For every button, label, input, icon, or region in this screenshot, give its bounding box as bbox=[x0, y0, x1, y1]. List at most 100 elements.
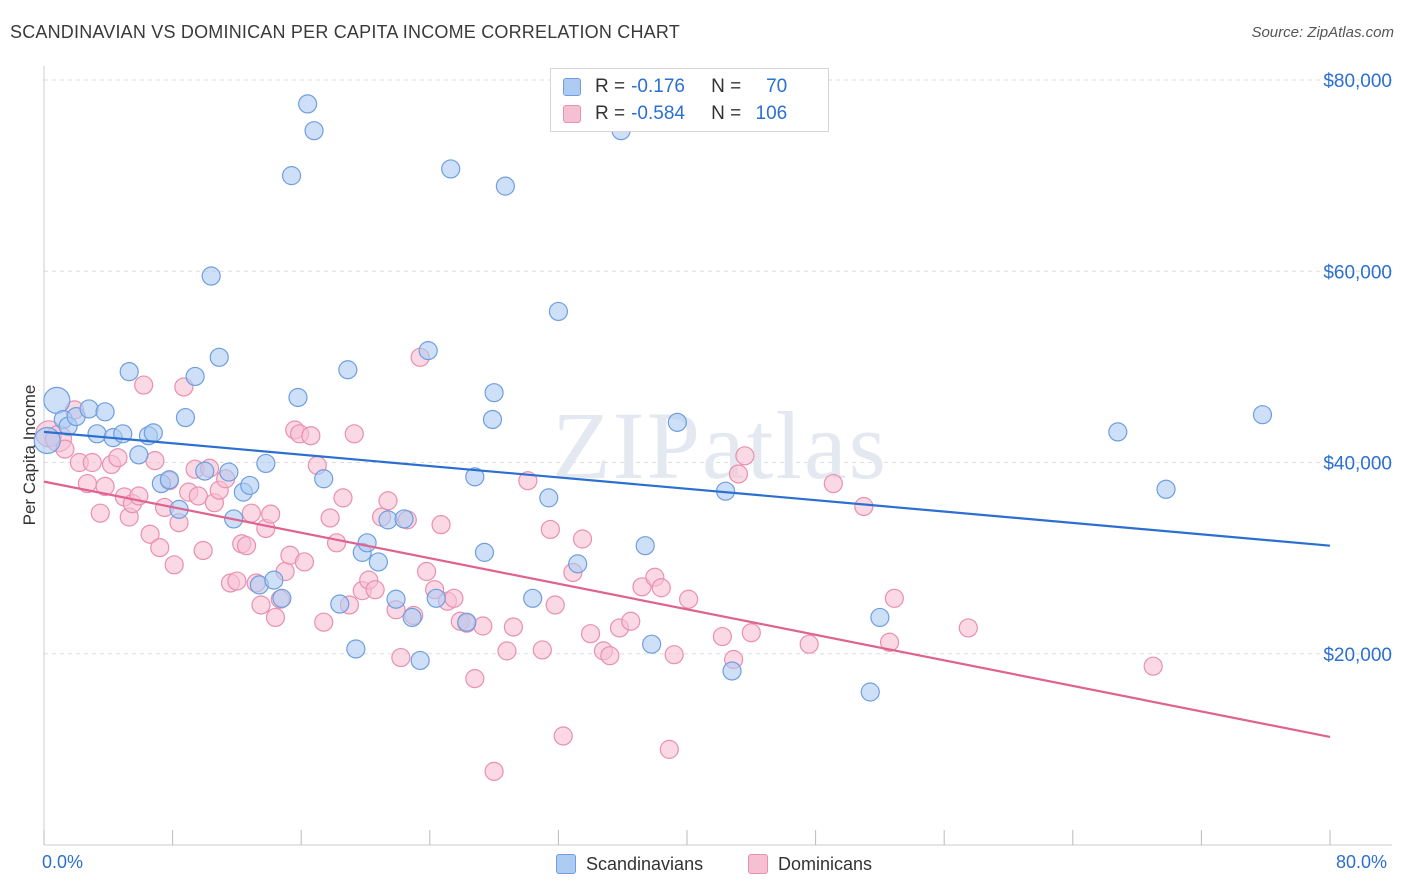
dominicans-point bbox=[241, 503, 261, 523]
dominicans-point bbox=[879, 632, 900, 652]
scandinavians-point bbox=[185, 366, 205, 387]
legend-label-dominicans: Dominicans bbox=[778, 853, 873, 874]
scandinavians-point bbox=[129, 445, 149, 465]
scandinavians-point bbox=[281, 166, 302, 186]
scandinavians-point bbox=[465, 467, 485, 487]
chart-title: SCANDINAVIAN VS DOMINICAN PER CAPITA INC… bbox=[10, 22, 680, 42]
dominicans-point bbox=[134, 375, 154, 395]
dominicans-point bbox=[236, 536, 257, 556]
dominicans-point bbox=[545, 595, 565, 615]
y-tick-label: $80,000 bbox=[1323, 71, 1392, 92]
dominicans-point bbox=[741, 623, 761, 643]
dominicans-point bbox=[553, 726, 573, 746]
dominicans-point bbox=[799, 634, 819, 654]
y-tick-label: $20,000 bbox=[1323, 645, 1392, 666]
scandinavians-point bbox=[1156, 479, 1176, 499]
scandinavians-point bbox=[548, 301, 569, 322]
scandinavians-point bbox=[402, 607, 422, 628]
dominicans-point bbox=[735, 446, 755, 466]
scandinavians-point bbox=[209, 347, 229, 367]
dominicans-point bbox=[188, 486, 208, 506]
legend-label-scandinavians: Scandinavians bbox=[586, 853, 704, 874]
dominicans-point bbox=[108, 448, 128, 468]
scandinavians-point bbox=[79, 399, 99, 419]
scandinavians-point bbox=[394, 509, 414, 529]
scandinavians-point bbox=[298, 94, 318, 114]
dominicans-point bbox=[580, 624, 601, 644]
n-value: 70 bbox=[766, 76, 788, 97]
dominicans-point bbox=[365, 580, 385, 600]
dominicans-point bbox=[664, 645, 684, 665]
stats-legend-row-dominicans: R = -0.584 N = 106 bbox=[563, 102, 787, 126]
scandinavians-point bbox=[635, 536, 655, 556]
r-value: -0.176 bbox=[631, 76, 685, 97]
scandinavians-point bbox=[523, 588, 543, 608]
dominicans-point bbox=[444, 588, 464, 608]
scandinavians-point bbox=[484, 383, 504, 403]
n-label: N = bbox=[711, 76, 742, 97]
dominicans-point bbox=[712, 626, 732, 647]
scandinavians-point bbox=[314, 469, 334, 489]
dominicans-point bbox=[431, 515, 451, 535]
scandinavians-point bbox=[378, 510, 398, 530]
scandinavians-point bbox=[33, 426, 61, 455]
scandinavians-point bbox=[870, 607, 890, 628]
legend-item-scandinavians[interactable]: Scandinavians bbox=[556, 852, 703, 876]
scandinavians-point bbox=[1108, 422, 1128, 442]
dominicans-point bbox=[150, 538, 170, 558]
scandinavians-point bbox=[288, 387, 308, 408]
scandinavians-point bbox=[195, 461, 215, 481]
scandinavians-point bbox=[95, 402, 115, 422]
n-label: N = bbox=[711, 103, 742, 124]
scandinavians-point bbox=[201, 266, 221, 286]
scandinavians-point bbox=[667, 412, 687, 432]
dominicans-point bbox=[326, 533, 347, 553]
scandinavians-point bbox=[722, 661, 742, 681]
dominicans-point bbox=[391, 647, 411, 668]
dominicans-point bbox=[320, 508, 340, 528]
scandinavians-point bbox=[272, 588, 292, 608]
legend-item-dominicans[interactable]: Dominicans bbox=[748, 852, 872, 876]
trend-lines bbox=[43, 430, 1331, 739]
dominicans-point bbox=[1143, 656, 1163, 676]
dominicans-point bbox=[378, 491, 398, 511]
scandinavians-point bbox=[159, 470, 179, 490]
scandinavians-point bbox=[410, 650, 430, 671]
dominicans-point bbox=[344, 424, 364, 444]
scandinavians-point bbox=[256, 453, 276, 474]
x-tick-label-min: 0.0% bbox=[42, 852, 84, 872]
legend-swatch-scandinavians bbox=[556, 854, 576, 874]
dominicans-point bbox=[621, 611, 641, 631]
scandinavians-point bbox=[457, 612, 477, 632]
series-dominicans bbox=[35, 347, 1163, 781]
scandinavians-point bbox=[330, 594, 350, 614]
scandinavians-point bbox=[642, 634, 662, 654]
scandinavians-point bbox=[357, 533, 377, 553]
dominicans-point bbox=[572, 529, 593, 549]
scandinavians-point bbox=[304, 121, 324, 141]
scandinavians-point bbox=[175, 407, 196, 428]
dominicans-point bbox=[145, 450, 165, 471]
scandinavians-point bbox=[338, 360, 358, 380]
dominicans-point bbox=[227, 571, 247, 591]
dominicans-point bbox=[301, 426, 321, 446]
scandinavians-point bbox=[368, 552, 388, 572]
dominicans-point bbox=[823, 473, 843, 494]
stats-legend: R = -0.176 N = 70 R = -0.584 N = 106 bbox=[550, 68, 829, 132]
r-label: R = bbox=[595, 103, 626, 124]
dominicans-point bbox=[314, 612, 334, 632]
dominicans-point bbox=[90, 503, 110, 523]
dominicans-point bbox=[251, 595, 271, 615]
scandinavians-point bbox=[346, 639, 366, 659]
scandinavians-point bbox=[1252, 405, 1273, 425]
dominicans-point bbox=[265, 607, 286, 628]
stats-legend-row-scandinavians: R = -0.176 N = 70 bbox=[563, 75, 787, 99]
dominicans-point bbox=[164, 555, 184, 575]
scandinavians-point bbox=[860, 682, 880, 702]
y-tick-labels: $20,000 $40,000 $60,000 $80,000 bbox=[1323, 71, 1392, 666]
dominicans-point bbox=[261, 504, 281, 524]
series-scandinavians bbox=[33, 94, 1273, 702]
axes bbox=[43, 66, 1392, 846]
scandinavians-point bbox=[240, 475, 260, 496]
dominicans-point bbox=[600, 646, 620, 666]
